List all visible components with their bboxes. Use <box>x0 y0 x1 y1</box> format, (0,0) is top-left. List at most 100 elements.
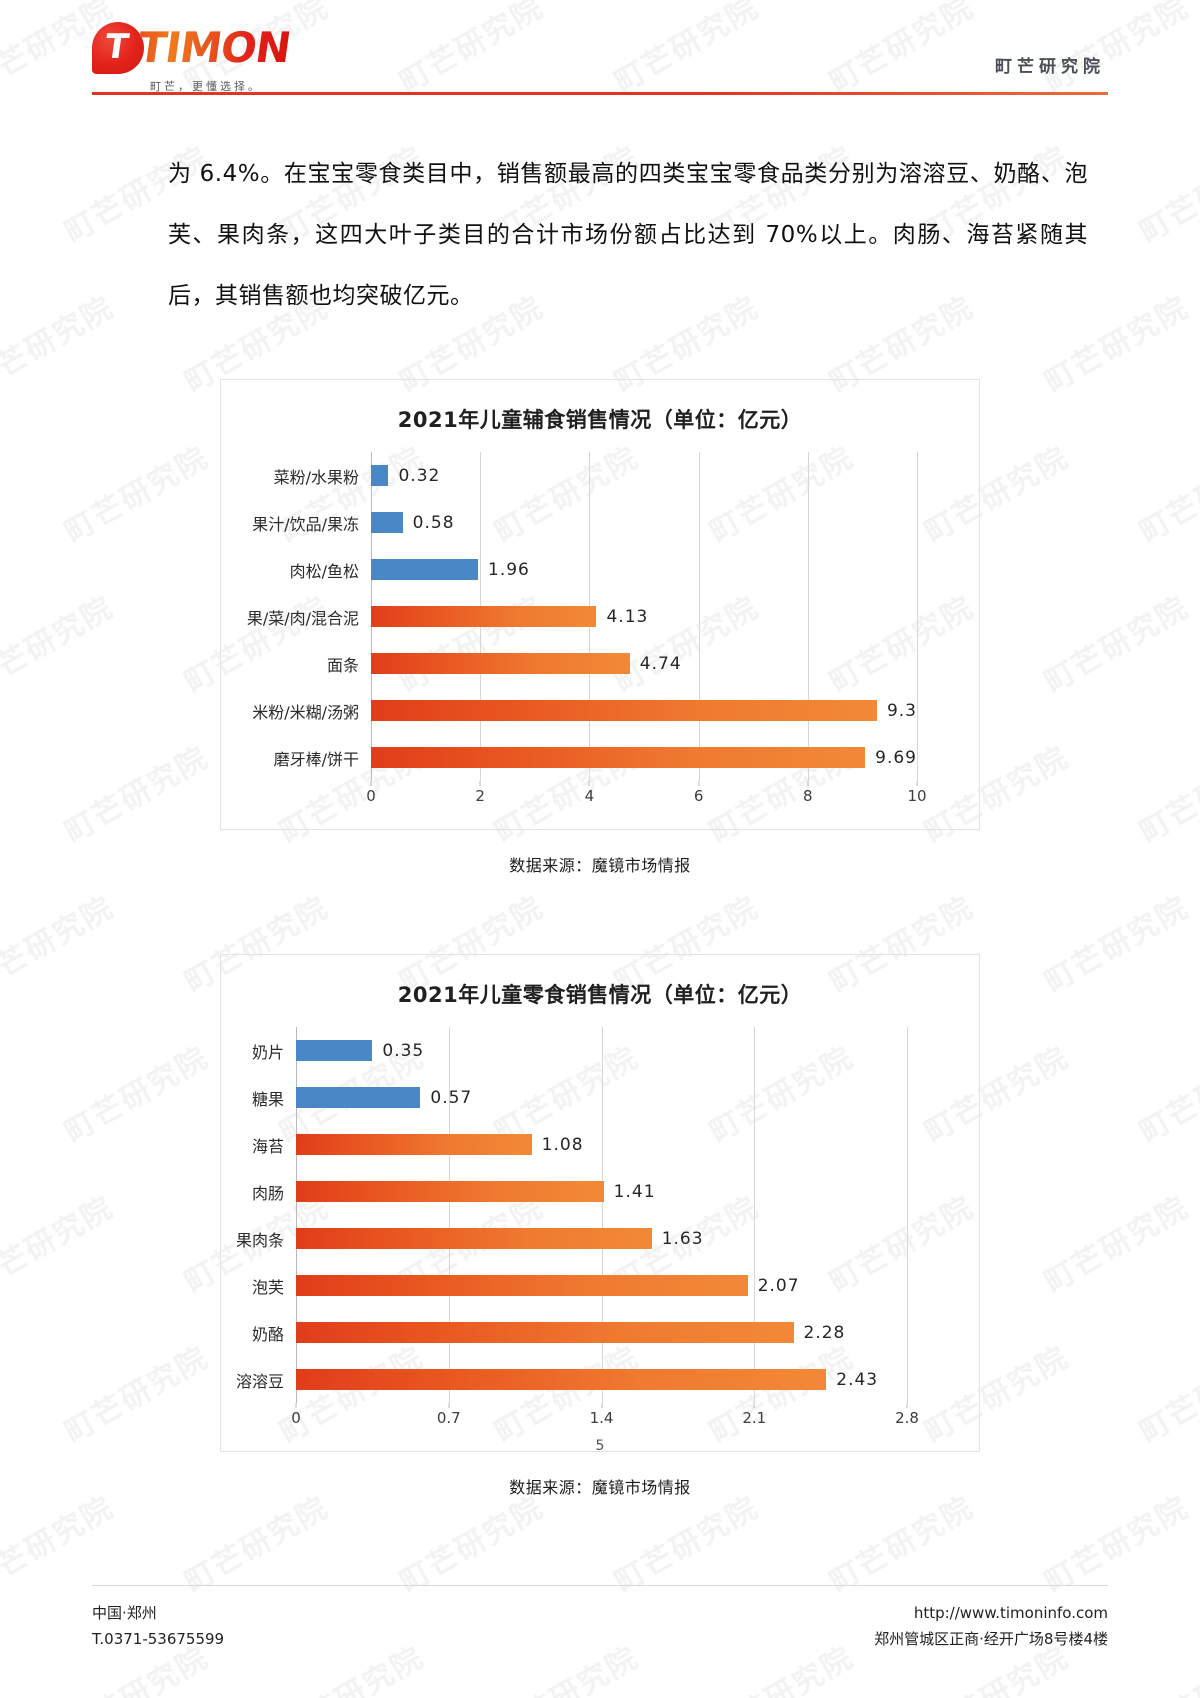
chart-bar[interactable] <box>371 606 597 627</box>
chart-bar[interactable] <box>296 1087 421 1108</box>
chart-bar-track: 1.63 <box>296 1215 907 1262</box>
logo-wordmark: TIMON <box>134 23 294 72</box>
chart-title-2: 2021年儿童零食销售情况（单位：亿元） <box>397 983 803 1007</box>
chart-bar[interactable] <box>371 700 877 721</box>
chart-category-label: 菜粉/水果粉 <box>273 467 359 487</box>
chart-bar-track: 1.41 <box>296 1168 907 1215</box>
page-footer: 中国·郑州 T.0371-53675599 http://www.timonin… <box>0 1585 1200 1652</box>
chart-bar-row: 果肉条 1.63 <box>221 1215 907 1262</box>
chart-bar[interactable] <box>371 559 479 580</box>
footer-phone: T.0371-53675599 <box>92 1630 225 1648</box>
chart-x-axis: 0 0.7 1.4 2.1 2.8 <box>291 1403 919 1437</box>
chart-title-1: 2021年儿童辅食销售情况（单位：亿元） <box>397 408 803 432</box>
chart-bar-row: 果汁/饮品/果冻 0.58 <box>221 499 917 546</box>
axis-tickmark <box>601 1403 602 1408</box>
chart-bar[interactable] <box>296 1181 604 1202</box>
chart-bar-row: 肉松/鱼松 1.96 <box>221 546 917 593</box>
axis-tickmark <box>807 781 809 786</box>
chart-category-label: 海苔 <box>251 1136 284 1156</box>
header-institute-name: 町芒研究院 <box>995 57 1105 77</box>
chart-bar-row: 糖果 0.57 <box>221 1074 907 1121</box>
chart-bar-row: 面条 4.74 <box>221 640 917 687</box>
logo-tagline: 町芒，更懂选择。 <box>150 80 262 93</box>
chart-category-label: 肉肠 <box>251 1183 284 1203</box>
axis-tick-label: 0 <box>291 1409 301 1427</box>
chart-bar[interactable] <box>371 747 866 768</box>
speech-bubble-icon: T <box>92 22 144 74</box>
axis-tick-label: 6 <box>693 787 704 805</box>
axis-tickmark <box>370 781 372 786</box>
chart-bar[interactable] <box>296 1134 532 1155</box>
chart-category-label: 泡芙 <box>251 1277 284 1297</box>
chart-category-label: 果汁/饮品/果冻 <box>252 514 359 534</box>
chart-bars: 菜粉/水果粉 0.32 果汁/饮品/果冻 0.58 肉松/鱼松 1.96 果/菜/肉/混合泥… <box>221 452 979 781</box>
chart-category-label: 米粉/米糊/汤粥 <box>252 702 359 722</box>
chart-bar-row: 果/菜/肉/混合泥 4.13 <box>221 593 917 640</box>
axis-tick-label: 2.1 <box>742 1409 767 1427</box>
chart-plot-2: 奶片 0.35 糖果 0.57 海苔 1.08 肉肠 1.41 果肉条 1.63 泡芙 2.07 奶酪 2… <box>221 1027 979 1451</box>
axis-tickmark <box>479 781 481 786</box>
chart-bar[interactable] <box>371 465 389 486</box>
chart-bar[interactable] <box>371 653 630 674</box>
chart-value-label: 0.32 <box>398 465 441 486</box>
chart-bar-row: 泡芙 2.07 <box>221 1262 907 1309</box>
axis-tick-label: 0.7 <box>436 1409 461 1427</box>
axis-tick-label: 4 <box>584 787 595 805</box>
chart-bar[interactable] <box>296 1322 794 1343</box>
chart-value-label: 0.57 <box>430 1087 473 1108</box>
footer-divider <box>92 1585 1108 1586</box>
chart-value-label: 2.28 <box>803 1322 846 1343</box>
gridline <box>907 1027 908 1403</box>
chart-value-label: 2.07 <box>757 1275 800 1296</box>
axis-tick-label: 10 <box>907 787 927 805</box>
chart-bar-track: 9.3 <box>371 687 917 734</box>
axis-tick-label: 2.8 <box>895 1409 919 1427</box>
chart-category-label: 面条 <box>326 655 359 675</box>
chart-bar-track: 0.35 <box>296 1027 907 1074</box>
chart-bar-row: 奶酪 2.28 <box>221 1309 907 1356</box>
footer-left: 中国·郑州 T.0371-53675599 <box>92 1600 224 1652</box>
axis-tickmark <box>916 781 918 786</box>
chart-section-2: 2021年儿童零食销售情况（单位：亿元） 奶片 0.35 糖果 0.57 海苔 1.08 肉… <box>0 954 1200 1498</box>
chart-value-label: 0.35 <box>382 1040 425 1061</box>
chart-bar-track: 1.08 <box>296 1121 907 1168</box>
chart-source-1: 数据来源：魔镜市场情报 <box>509 856 691 875</box>
chart-section-1: 2021年儿童辅食销售情况（单位：亿元） 菜粉/水果粉 0.32 果汁/饮品/果冻 0… <box>0 379 1200 876</box>
chart-bar[interactable] <box>296 1275 748 1296</box>
axis-tickmark <box>906 1403 908 1408</box>
chart-bar-track: 9.69 <box>371 734 917 781</box>
chart-bar-row: 肉肠 1.41 <box>221 1168 907 1215</box>
chart-bar-track: 0.58 <box>371 499 917 546</box>
chart-value-label: 4.74 <box>639 653 682 674</box>
chart-card-1: 2021年儿童辅食销售情况（单位：亿元） 菜粉/水果粉 0.32 果汁/饮品/果冻 0… <box>220 379 980 830</box>
chart-bar-track: 0.57 <box>296 1074 907 1121</box>
body-paragraph: 为 6.4%。在宝宝零食类目中，销售额最高的四类宝宝零食品类分别为溶溶豆、奶酪、… <box>168 161 1088 309</box>
chart-bar-row: 米粉/米糊/汤粥 9.3 <box>221 687 917 734</box>
chart-value-label: 1.96 <box>488 559 530 580</box>
chart-category-label: 溶溶豆 <box>235 1371 284 1391</box>
chart-category-label: 糖果 <box>251 1089 284 1109</box>
chart-category-label: 果/菜/肉/混合泥 <box>246 608 359 628</box>
chart-bar[interactable] <box>296 1040 373 1061</box>
chart-bars: 奶片 0.35 糖果 0.57 海苔 1.08 肉肠 1.41 果肉条 1.63 泡芙 2.07 奶酪 2… <box>221 1027 979 1403</box>
axis-tick-label: 2 <box>475 787 485 805</box>
chart-bar-row: 海苔 1.08 <box>221 1121 907 1168</box>
chart-bar-track: 2.07 <box>296 1262 907 1309</box>
chart-bar[interactable] <box>296 1228 652 1249</box>
logo-letter: T <box>102 27 132 67</box>
footer-city: 中国·郑州 <box>92 1604 157 1622</box>
chart-value-label: 1.63 <box>661 1228 704 1249</box>
axis-tick-label: 0 <box>366 787 376 805</box>
chart-bar[interactable] <box>371 512 403 533</box>
axis-tickmark <box>753 1403 755 1408</box>
header-divider <box>92 92 1108 95</box>
chart-bar-track: 1.96 <box>371 546 917 593</box>
chart-category-label: 果肉条 <box>235 1230 284 1250</box>
footer-website[interactable]: http://www.timoninfo.com <box>913 1604 1108 1622</box>
chart-bar-track: 0.32 <box>371 452 917 499</box>
chart-category-label: 磨牙棒/饼干 <box>273 749 359 769</box>
chart-bar[interactable] <box>296 1369 827 1390</box>
chart-bar-track: 4.74 <box>371 640 917 687</box>
chart-bar-row: 奶片 0.35 <box>221 1027 907 1074</box>
axis-tick-label: 8 <box>803 787 813 805</box>
